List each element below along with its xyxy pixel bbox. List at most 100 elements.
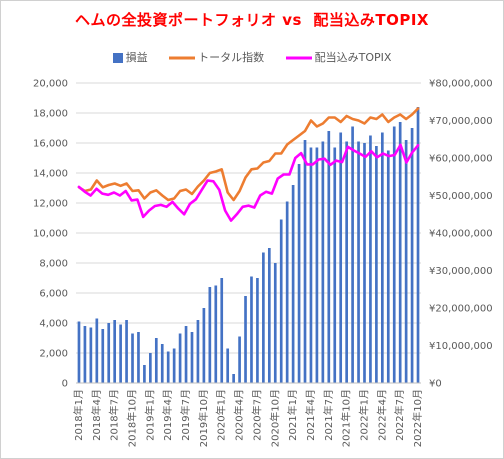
bar bbox=[125, 320, 128, 383]
x-tick-label: 2019年1月 bbox=[143, 389, 156, 441]
bar bbox=[184, 326, 188, 383]
bar bbox=[220, 278, 224, 383]
bar bbox=[113, 320, 117, 383]
bar bbox=[119, 324, 122, 383]
bar bbox=[131, 333, 134, 383]
bar bbox=[107, 323, 111, 383]
legend: 損益 トータル指数 配当込みTOPIX bbox=[1, 49, 503, 65]
y-left-tick-label: 0 bbox=[62, 379, 68, 390]
bar bbox=[321, 141, 325, 383]
x-tick-label: 2021年7月 bbox=[322, 389, 335, 441]
bar bbox=[404, 140, 408, 383]
legend-swatch-pnl bbox=[112, 53, 123, 63]
legend-item-total-index: トータル指数 bbox=[169, 49, 264, 65]
y-left-tick-label: 4,000 bbox=[39, 319, 68, 330]
bar bbox=[398, 122, 402, 383]
bar bbox=[178, 333, 182, 383]
x-tick-label: 2020年10月 bbox=[268, 389, 281, 447]
bar bbox=[262, 252, 265, 383]
y-left-tick-label: 12,000 bbox=[33, 199, 68, 210]
x-tick-label: 2018年10月 bbox=[126, 389, 139, 447]
bar bbox=[196, 320, 200, 383]
series-line-total-index bbox=[77, 107, 420, 202]
y-right-tick-label: ¥40,000,000 bbox=[429, 229, 493, 240]
y-left-tick-label: 2,000 bbox=[39, 349, 68, 360]
y-left-tick-label: 16,000 bbox=[33, 139, 68, 150]
y-right-tick-label: ¥0 bbox=[429, 379, 442, 390]
bar bbox=[327, 131, 331, 383]
x-tick-label: 2019年10月 bbox=[197, 389, 210, 447]
y-left-tick-label: 14,000 bbox=[33, 169, 68, 180]
bar bbox=[250, 276, 253, 383]
bar bbox=[154, 338, 158, 383]
bar bbox=[202, 308, 206, 383]
bar bbox=[267, 248, 271, 383]
bar bbox=[380, 132, 384, 383]
bar bbox=[214, 285, 218, 383]
x-tick-label: 2019年4月 bbox=[161, 389, 174, 441]
bar bbox=[297, 164, 301, 383]
x-tick-label: 2022年4月 bbox=[375, 389, 388, 441]
bar bbox=[315, 147, 319, 383]
x-tick-label: 2021年4月 bbox=[304, 389, 317, 441]
bar bbox=[89, 327, 93, 383]
bar bbox=[333, 147, 337, 383]
bar bbox=[363, 143, 366, 383]
x-tick-label: 2018年1月 bbox=[72, 389, 85, 441]
y-right-tick-label: ¥80,000,000 bbox=[429, 79, 493, 90]
bar bbox=[351, 126, 354, 383]
bar bbox=[238, 336, 241, 383]
legend-swatch-total-index bbox=[169, 56, 196, 60]
bar bbox=[95, 318, 99, 383]
bar bbox=[256, 278, 259, 383]
bar bbox=[190, 332, 194, 383]
x-tick-label: 2022年7月 bbox=[393, 389, 406, 441]
bar bbox=[166, 351, 170, 383]
bar bbox=[309, 147, 313, 383]
y-right-tick-label: ¥70,000,000 bbox=[429, 116, 493, 127]
legend-label-topix: 配当込みTOPIX bbox=[314, 51, 392, 64]
bar bbox=[303, 140, 307, 383]
bar bbox=[143, 365, 146, 383]
legend-label-total-index: トータル指数 bbox=[198, 51, 265, 64]
bar bbox=[160, 344, 164, 383]
y-right-tick-label: ¥10,000,000 bbox=[429, 341, 493, 352]
bar bbox=[101, 329, 105, 383]
x-tick-label: 2022年1月 bbox=[357, 389, 370, 441]
legend-item-topix: 配当込みTOPIX bbox=[285, 49, 392, 65]
bar bbox=[273, 263, 277, 383]
x-tick-label: 2018年7月 bbox=[108, 389, 121, 441]
x-tick-label: 2021年10月 bbox=[340, 389, 353, 447]
bar bbox=[226, 348, 230, 383]
y-left-tick-label: 8,000 bbox=[39, 259, 68, 270]
bar bbox=[77, 321, 81, 383]
bar bbox=[244, 296, 247, 383]
legend-item-pnl: 損益 bbox=[112, 49, 148, 65]
bar bbox=[392, 126, 396, 383]
y-left-tick-label: 10,000 bbox=[33, 229, 68, 240]
chart-title: ヘムの全投資ポートフォリオ vs 配当込みTOPIX bbox=[75, 11, 429, 29]
bar bbox=[149, 353, 152, 383]
bar bbox=[386, 150, 390, 383]
series-line-topix bbox=[77, 143, 420, 222]
bar bbox=[369, 135, 372, 383]
bar bbox=[172, 348, 176, 383]
y-right-tick-label: ¥50,000,000 bbox=[429, 191, 493, 202]
x-tick-label: 2019年7月 bbox=[179, 389, 192, 441]
bar bbox=[339, 132, 343, 383]
y-right-tick-label: ¥60,000,000 bbox=[429, 154, 493, 165]
bar bbox=[410, 128, 414, 383]
legend-label-pnl: 損益 bbox=[125, 51, 148, 64]
bar bbox=[137, 332, 140, 383]
y-left-tick-label: 18,000 bbox=[33, 109, 68, 120]
bar bbox=[345, 141, 348, 383]
x-tick-label: 2018年4月 bbox=[90, 389, 103, 441]
bar bbox=[208, 287, 212, 383]
bar bbox=[357, 141, 360, 383]
y-left-tick-label: 6,000 bbox=[39, 289, 68, 300]
x-tick-label: 2020年1月 bbox=[215, 389, 228, 441]
x-tick-label: 2022年10月 bbox=[411, 389, 424, 447]
bar bbox=[291, 185, 295, 383]
x-tick-label: 2020年7月 bbox=[250, 389, 263, 441]
